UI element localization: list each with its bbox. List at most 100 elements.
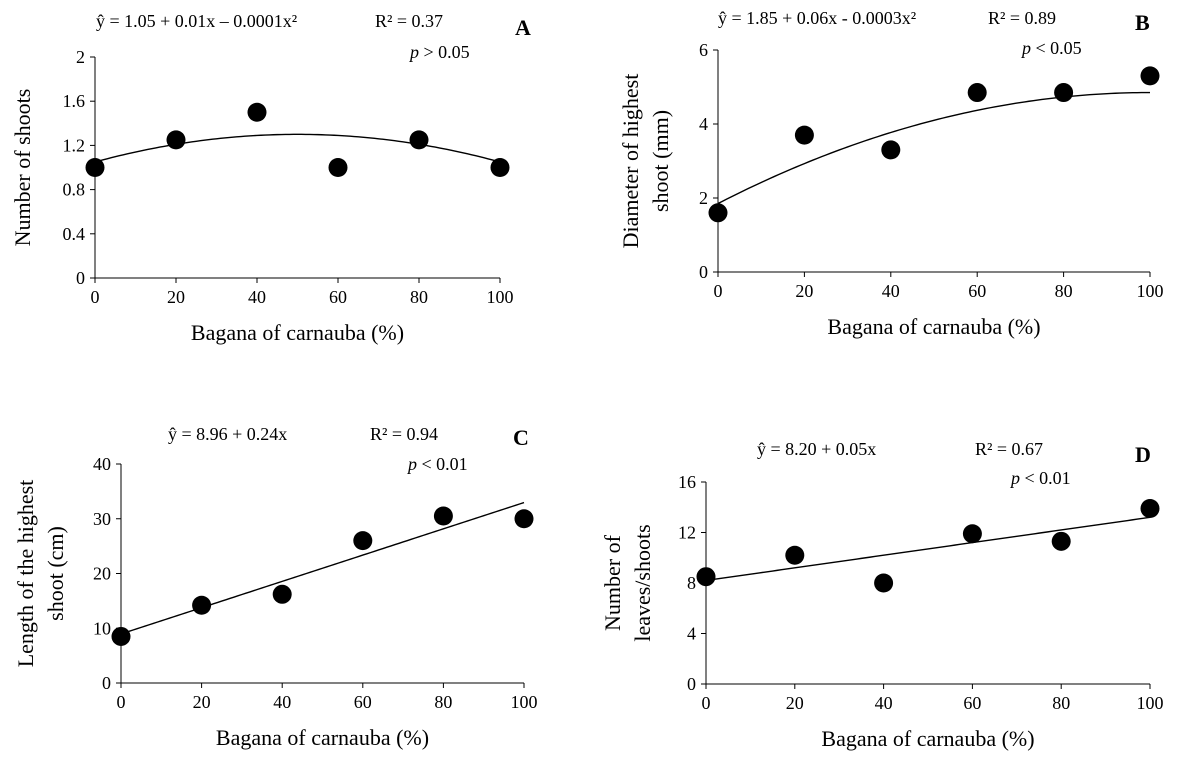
- y-tick-label: 0: [699, 262, 708, 282]
- data-point: [353, 531, 373, 551]
- x-tick-label: 60: [354, 692, 372, 712]
- x-tick-label: 40: [875, 693, 893, 713]
- y-tick-label: 10: [93, 618, 111, 638]
- x-tick-label: 80: [1055, 281, 1073, 301]
- x-tick-label: 60: [329, 287, 347, 307]
- y-tick-label: 12: [678, 523, 696, 543]
- x-tick-label: 0: [117, 692, 126, 712]
- panel-d: 0 20 40 60 80 100 0 4 8 12 16 Bagana of carnauba (%…: [600, 439, 1164, 751]
- data-point: [1051, 531, 1071, 551]
- data-point: [409, 130, 429, 150]
- x-tick-label: 0: [714, 281, 723, 301]
- x-tick-label: 100: [1137, 693, 1164, 713]
- data-point: [1140, 499, 1160, 519]
- y-tick-label: 0: [76, 268, 85, 288]
- x-tick-label: 20: [167, 287, 185, 307]
- y-axis-label: shoot (cm): [43, 526, 68, 621]
- data-point: [247, 102, 267, 122]
- y-tick-label: 20: [93, 564, 111, 584]
- x-tick-label: 80: [434, 692, 452, 712]
- x-tick-label: 40: [273, 692, 291, 712]
- x-axis-label: Bagana of carnauba (%): [191, 320, 404, 345]
- y-axis-label: Diameter of highest: [618, 74, 643, 249]
- y-tick-label: 1.2: [63, 135, 86, 155]
- y-tick-label: 16: [678, 472, 696, 492]
- data-point: [111, 626, 131, 646]
- x-tick-label: 40: [248, 287, 266, 307]
- y-axis-label: Length of the highest: [13, 480, 38, 668]
- x-axis-label: Bagana of carnauba (%): [821, 726, 1034, 751]
- x-tick-label: 80: [1052, 693, 1070, 713]
- panel-c: 0 20 40 60 80 100 0 10 20 30 40 Bagana of carnauba …: [13, 424, 538, 750]
- regression-equation: ŷ = 1.05 + 0.01x – 0.0001x²: [96, 11, 297, 31]
- data-point: [708, 203, 728, 223]
- y-tick-label: 0.8: [63, 180, 86, 200]
- x-axis-label: Bagana of carnauba (%): [827, 314, 1040, 339]
- x-tick-label: 20: [193, 692, 211, 712]
- panel-a: 0 20 40 60 80 100 0 0.4 0.8 1.2 1.6 2 Bagana of carn…: [10, 11, 531, 345]
- data-point: [490, 158, 510, 177]
- data-point: [1140, 66, 1160, 86]
- data-point: [967, 83, 987, 103]
- x-tick-label: 20: [795, 281, 813, 301]
- x-tick-label: 40: [882, 281, 900, 301]
- panel-letter: B: [1135, 10, 1150, 35]
- x-tick-label: 0: [91, 287, 100, 307]
- x-tick-label: 100: [487, 287, 514, 307]
- panel-letter: A: [515, 15, 531, 40]
- data-point: [794, 125, 814, 145]
- data-point: [962, 524, 982, 544]
- fit-curve-c: [120, 501, 525, 635]
- fit-curve-a: [94, 133, 501, 163]
- data-point: [1054, 83, 1074, 103]
- r-squared: R² = 0.67: [975, 439, 1043, 459]
- y-tick-label: 0: [102, 673, 111, 693]
- data-point: [881, 140, 901, 160]
- data-point: [85, 158, 105, 177]
- y-tick-label: 6: [699, 40, 708, 60]
- data-point: [696, 567, 716, 587]
- x-tick-label: 0: [702, 693, 711, 713]
- p-value: p < 0.05: [1020, 38, 1082, 58]
- x-tick-label: 60: [968, 281, 986, 301]
- x-tick-label: 20: [786, 693, 804, 713]
- p-value: p < 0.01: [1009, 468, 1071, 488]
- y-tick-label: 4: [699, 114, 708, 134]
- fit-curve-b: [717, 91, 1151, 205]
- y-axis-label: Number of shoots: [10, 89, 35, 247]
- data-point: [874, 573, 894, 593]
- data-point: [433, 506, 453, 526]
- y-tick-label: 40: [93, 454, 111, 474]
- p-value: p < 0.01: [406, 454, 468, 474]
- x-tick-label: 100: [1137, 281, 1164, 301]
- y-axis-label: shoot (mm): [648, 110, 673, 212]
- data-point: [166, 130, 186, 150]
- regression-equation: ŷ = 8.20 + 0.05x: [757, 439, 876, 459]
- x-tick-label: 60: [963, 693, 981, 713]
- r-squared: R² = 0.94: [370, 424, 438, 444]
- y-tick-label: 2: [699, 188, 708, 208]
- r-squared: R² = 0.89: [988, 8, 1056, 28]
- panel-letter: C: [513, 425, 529, 450]
- y-axis-label: Number of: [600, 534, 625, 631]
- x-tick-label: 80: [410, 287, 428, 307]
- x-tick-label: 100: [511, 692, 538, 712]
- y-tick-label: 1.6: [63, 91, 86, 111]
- data-point: [272, 584, 292, 604]
- fit-curve-d: [705, 516, 1151, 582]
- y-tick-label: 0: [687, 674, 696, 694]
- data-point: [192, 595, 212, 615]
- y-tick-label: 8: [687, 573, 696, 593]
- y-tick-label: 4: [687, 624, 696, 644]
- panel-letter: D: [1135, 442, 1151, 467]
- x-axis-label: Bagana of carnauba (%): [216, 725, 429, 750]
- panel-b: 0 20 40 60 80 100 0 2 4 6 Bagana of carnauba (%) Di…: [618, 8, 1164, 339]
- regression-equation: ŷ = 1.85 + 0.06x - 0.0003x²: [718, 8, 916, 28]
- r-squared: R² = 0.37: [375, 11, 443, 31]
- data-point: [785, 545, 805, 565]
- data-point: [328, 158, 348, 177]
- data-point: [514, 509, 534, 529]
- regression-equation: ŷ = 8.96 + 0.24x: [168, 424, 287, 444]
- y-tick-label: 0.4: [63, 224, 86, 244]
